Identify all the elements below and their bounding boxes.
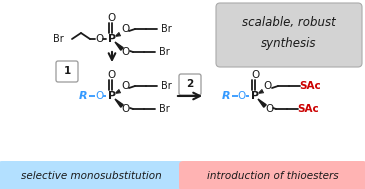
Text: SAc: SAc: [297, 104, 319, 114]
Text: O: O: [264, 81, 272, 91]
Text: O: O: [108, 70, 116, 80]
Text: SAc: SAc: [299, 81, 321, 91]
Text: O: O: [265, 104, 273, 114]
FancyBboxPatch shape: [179, 161, 365, 189]
Text: 2: 2: [187, 79, 193, 89]
Text: O: O: [121, 81, 129, 91]
Text: scalable, robust
synthesis: scalable, robust synthesis: [242, 16, 336, 50]
Text: Br: Br: [161, 24, 172, 34]
Polygon shape: [258, 99, 266, 107]
Text: O: O: [95, 91, 103, 101]
Text: O: O: [122, 47, 130, 57]
Text: O: O: [95, 34, 103, 44]
Polygon shape: [115, 99, 123, 107]
Text: O: O: [238, 91, 246, 101]
FancyBboxPatch shape: [56, 61, 78, 82]
Text: R: R: [79, 91, 87, 101]
Text: O: O: [108, 13, 116, 23]
Text: O: O: [121, 24, 129, 34]
FancyBboxPatch shape: [0, 161, 184, 189]
Text: selective monosubstitution: selective monosubstitution: [21, 171, 161, 181]
Text: P: P: [108, 34, 116, 44]
Text: O: O: [251, 70, 259, 80]
Polygon shape: [115, 42, 123, 50]
Text: Br: Br: [159, 104, 169, 114]
Text: Br: Br: [161, 81, 172, 91]
Text: P: P: [108, 91, 116, 101]
FancyBboxPatch shape: [216, 3, 362, 67]
Text: introduction of thioesters: introduction of thioesters: [207, 171, 339, 181]
Text: 1: 1: [64, 66, 70, 76]
Text: Br: Br: [53, 34, 64, 44]
Text: O: O: [122, 104, 130, 114]
Text: P: P: [251, 91, 259, 101]
Text: Br: Br: [159, 47, 169, 57]
Text: R: R: [222, 91, 230, 101]
FancyBboxPatch shape: [179, 74, 201, 95]
